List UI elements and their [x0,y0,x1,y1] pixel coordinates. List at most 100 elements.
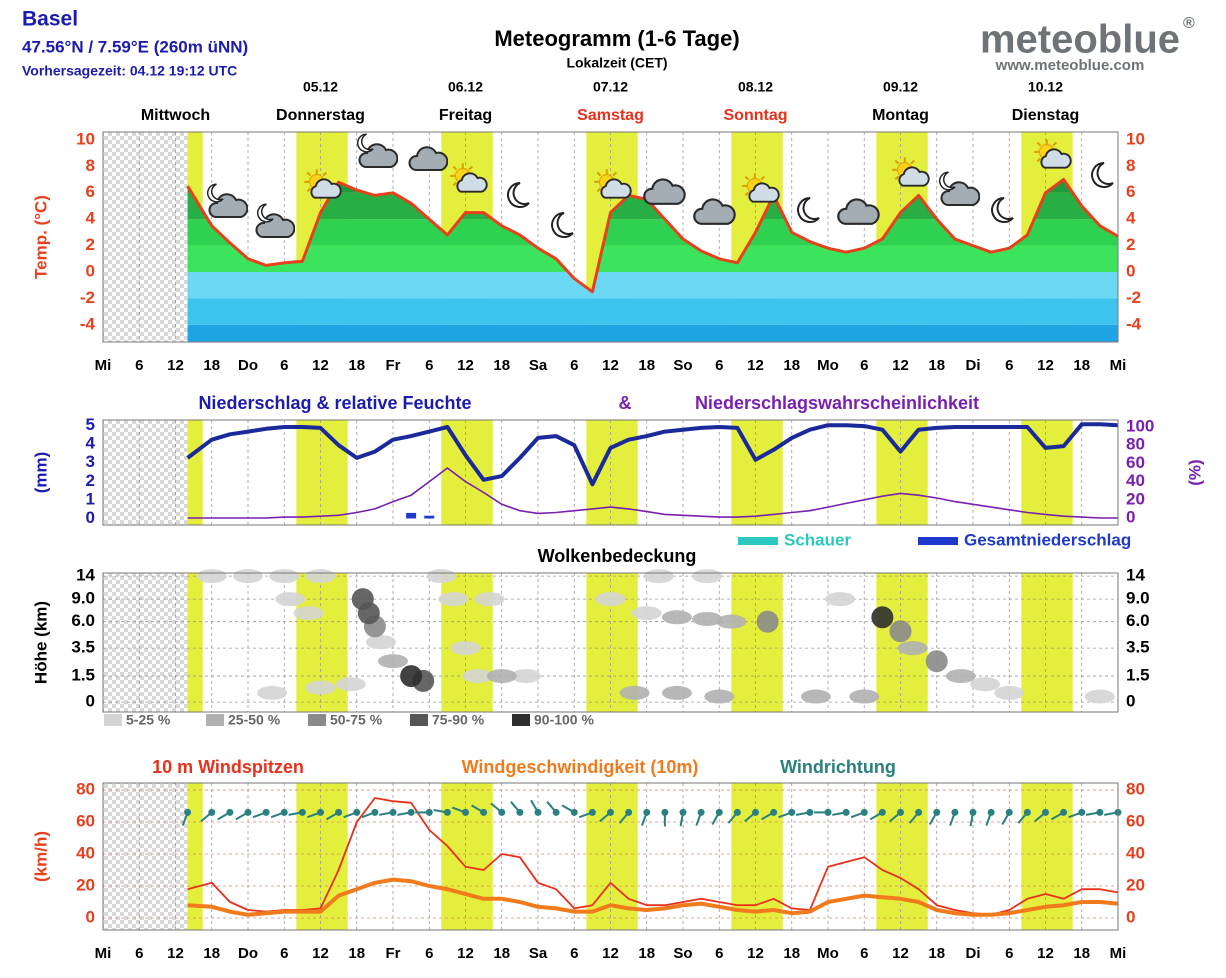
wind-dot [425,808,433,816]
y-tick-label: 8 [1126,156,1135,175]
cloud-cell [1084,689,1115,704]
wind-dot [335,808,343,816]
y-tick-label: 40 [76,844,95,863]
wind-direction [889,808,904,823]
y-tick-label: 3.5 [71,638,95,657]
y-axis-label: (mm) [31,452,50,494]
place: Basel [22,8,78,31]
no-data-area [103,573,188,712]
wind-dot [860,808,868,816]
wind-direction [641,808,651,826]
cloud-cell [233,569,263,584]
x-tick-label: 12 [457,945,474,962]
y-tick-label: 80 [76,780,95,799]
y-tick-label: 0 [1126,261,1135,280]
cloud-cell [450,641,481,656]
x-tick-label: 6 [280,945,288,962]
legend-label: 50-75 % [330,712,383,728]
wind-direction [814,808,832,816]
y-tick-label: 80 [1126,780,1145,799]
cloud-cell [474,592,505,607]
series-title: Windgeschwindigkeit (10m) [462,757,699,777]
legend-swatch [410,714,428,726]
wind-dot [715,808,723,816]
daylight [187,573,203,712]
cloud-cell [426,569,457,584]
cloud-cell [631,606,662,621]
y-tick-label: 1.5 [1126,666,1150,685]
x-tick-label: 18 [348,357,365,374]
weekday: Mittwoch [141,107,210,124]
cloud-cell [619,685,650,700]
weekday: Dienstag [1012,107,1080,124]
x-tick-label: 12 [167,945,184,962]
y2-tick-label: 80 [1126,435,1145,454]
legend-swatch [104,714,122,726]
y2-axis-label: (%) [1185,459,1204,485]
wind-dot [443,808,451,816]
wind-direction [288,808,306,816]
charts: Mittwoch Donnerstag Freitag Samstag Sonntag M… [31,79,1204,962]
wind-direction [1017,808,1031,824]
x-tick-label: 18 [783,945,800,962]
wind-direction [561,804,578,816]
wind-direction [711,808,723,826]
cloud-cell [357,602,380,625]
temperature-band [187,298,1118,325]
cloud-cell [257,685,288,700]
x-tick-label: 18 [1073,945,1090,962]
logo: meteoblue [980,18,1180,62]
wind-dot [317,808,324,816]
x-tick-label: 6 [1005,357,1013,374]
legend-swatch [206,714,224,726]
title: Meteogramm (1-6 Tage) [494,26,739,51]
daylight [731,783,783,930]
cloud-cell [661,685,692,700]
y-axis-label: (km/h) [31,831,50,882]
y2-tick-label: 60 [1126,453,1145,472]
weekday: Sonntag [724,107,788,124]
wind-dot [770,808,778,816]
x-tick-label: 6 [425,357,433,374]
x-tick-label: 12 [167,357,184,374]
wind-direction [761,808,778,821]
x-tick-label: Mi [1110,945,1127,962]
daylight [441,783,493,930]
wind-direction [928,808,941,826]
wind-direction [415,808,433,816]
y-tick-label: 2 [1126,235,1135,254]
wind-direction [1085,808,1104,816]
wind-direction [307,808,324,819]
series-line [187,877,1119,917]
x-tick-label: 12 [892,945,909,962]
date: 07.12 [593,79,628,95]
legend-label: Schauer [784,530,851,549]
y-tick-label: -2 [1126,288,1141,307]
cloud-cell [335,677,366,692]
x-tick-label: Di [966,945,981,962]
y-tick-label: 1 [86,489,95,508]
wind-dot [661,808,669,816]
y-tick-label: -2 [80,288,95,307]
wind-direction [985,808,995,826]
cloud-cell [692,569,723,584]
wind-dot [1042,808,1049,816]
cloud-cell [692,612,723,627]
y-axis-label: Höhe (km) [31,601,50,684]
plot-frame [102,419,1119,526]
cloud-cell [945,669,976,684]
y-tick-label: 0 [86,261,95,280]
x-tick-label: 6 [135,945,143,962]
daylight [187,420,203,525]
cloud-cell [305,680,336,695]
plot-frame [102,782,1119,931]
logo-mark: ® [1183,15,1195,32]
x-tick-label: Mi [95,357,112,374]
weekday: Donnerstag [276,107,365,124]
y-tick-label: 0 [1126,907,1135,926]
wind-dot [625,808,633,816]
x-tick-label: 12 [892,357,909,374]
x-tick-label: Do [238,357,258,374]
x-tick-label: Di [966,357,981,374]
y-tick-label: 0 [1126,692,1135,711]
